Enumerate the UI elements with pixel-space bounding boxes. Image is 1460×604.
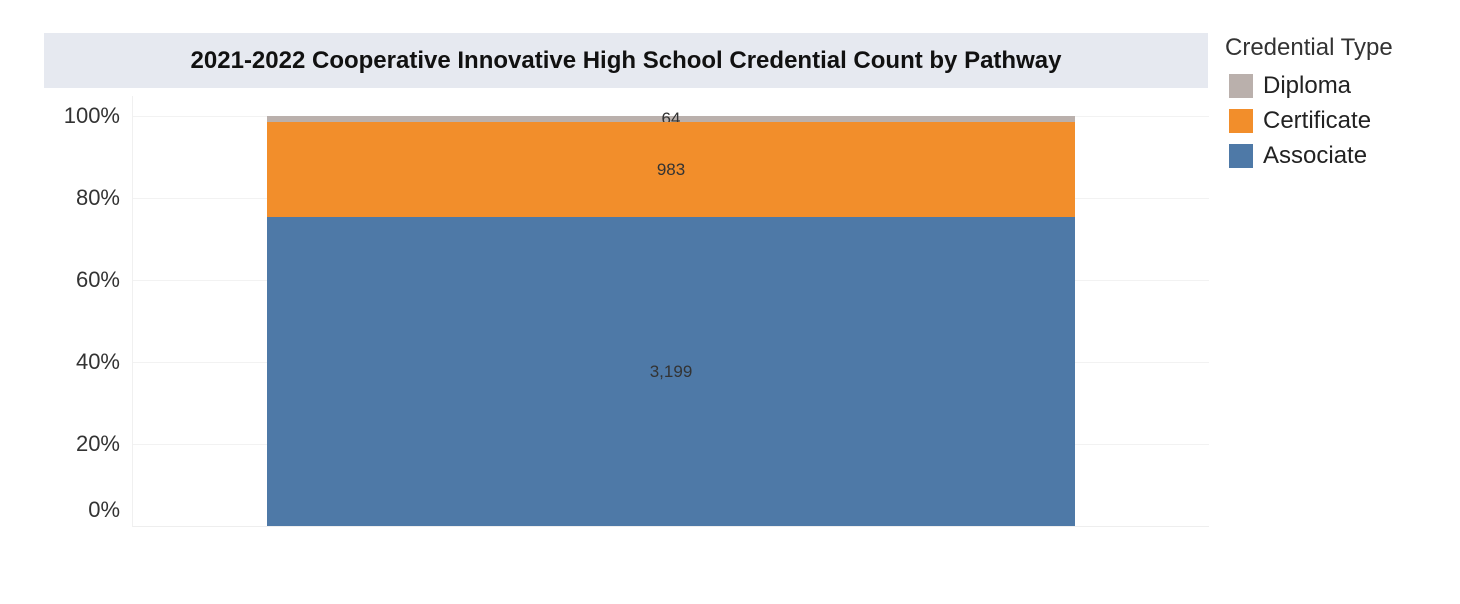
legend-item-diploma[interactable]: Diploma	[1225, 68, 1393, 103]
chart-title: 2021-2022 Cooperative Innovative High Sc…	[190, 46, 1062, 74]
legend-swatch-certificate	[1229, 108, 1253, 133]
value-label-associate: 3,199	[649, 361, 693, 381]
plot-area: 64 983 3,199	[132, 96, 1209, 527]
legend-label-diploma: Diploma	[1263, 71, 1352, 99]
y-tick-80: 80%	[75, 185, 120, 210]
y-tick-40: 40%	[75, 349, 120, 374]
y-tick-0: 0%	[88, 497, 120, 522]
legend-item-certificate[interactable]: Certificate	[1225, 103, 1393, 138]
y-tick-100: 100%	[63, 103, 120, 128]
stacked-bar[interactable]: 64 983 3,199	[267, 109, 1075, 526]
legend-label-associate: Associate	[1263, 141, 1368, 169]
bar-segment-certificate[interactable]: 983	[267, 122, 1075, 218]
legend-swatch-associate	[1229, 143, 1253, 168]
bar-segment-associate[interactable]: 3,199	[267, 217, 1075, 526]
legend: Credential Type Diploma Certificate Asso…	[1225, 34, 1393, 173]
legend-title: Credential Type	[1225, 34, 1393, 61]
legend-item-associate[interactable]: Associate	[1225, 138, 1393, 173]
legend-swatch-diploma	[1229, 73, 1253, 98]
value-label-certificate: 983	[656, 159, 686, 179]
y-tick-60: 60%	[75, 267, 120, 292]
legend-label-certificate: Certificate	[1263, 106, 1372, 134]
y-tick-20: 20%	[75, 431, 120, 456]
chart-title-band: 2021-2022 Cooperative Innovative High Sc…	[44, 33, 1208, 88]
